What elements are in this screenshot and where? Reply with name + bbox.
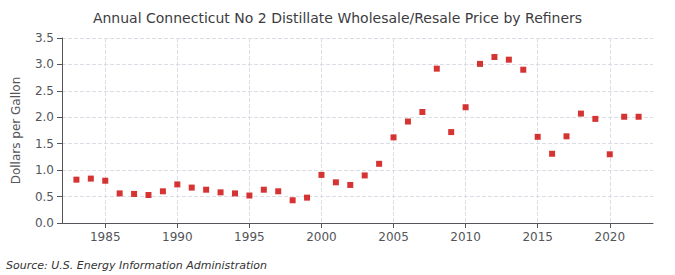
svg-text:Annual Connecticut No 2 Distil: Annual Connecticut No 2 Distillate Whole… xyxy=(93,10,582,26)
svg-text:Dollars per Gallon: Dollars per Gallon xyxy=(9,77,23,185)
svg-text:3.5: 3.5 xyxy=(35,31,54,45)
svg-text:Source: U.S. Energy Informatio: Source: U.S. Energy Information Administ… xyxy=(6,259,267,272)
svg-text:0.5: 0.5 xyxy=(35,190,54,204)
svg-text:3.0: 3.0 xyxy=(35,57,54,71)
svg-text:2000: 2000 xyxy=(306,230,337,244)
svg-text:1990: 1990 xyxy=(162,230,193,244)
svg-text:0.0: 0.0 xyxy=(35,216,54,230)
svg-text:2020: 2020 xyxy=(594,230,625,244)
svg-text:1.5: 1.5 xyxy=(35,137,54,151)
svg-text:1995: 1995 xyxy=(234,230,265,244)
svg-text:2015: 2015 xyxy=(522,230,553,244)
svg-text:2.0: 2.0 xyxy=(35,110,54,124)
svg-text:2005: 2005 xyxy=(378,230,409,244)
svg-text:2.5: 2.5 xyxy=(35,84,54,98)
svg-text:1985: 1985 xyxy=(90,230,121,244)
svg-text:1.0: 1.0 xyxy=(35,163,54,177)
svg-text:2010: 2010 xyxy=(450,230,481,244)
